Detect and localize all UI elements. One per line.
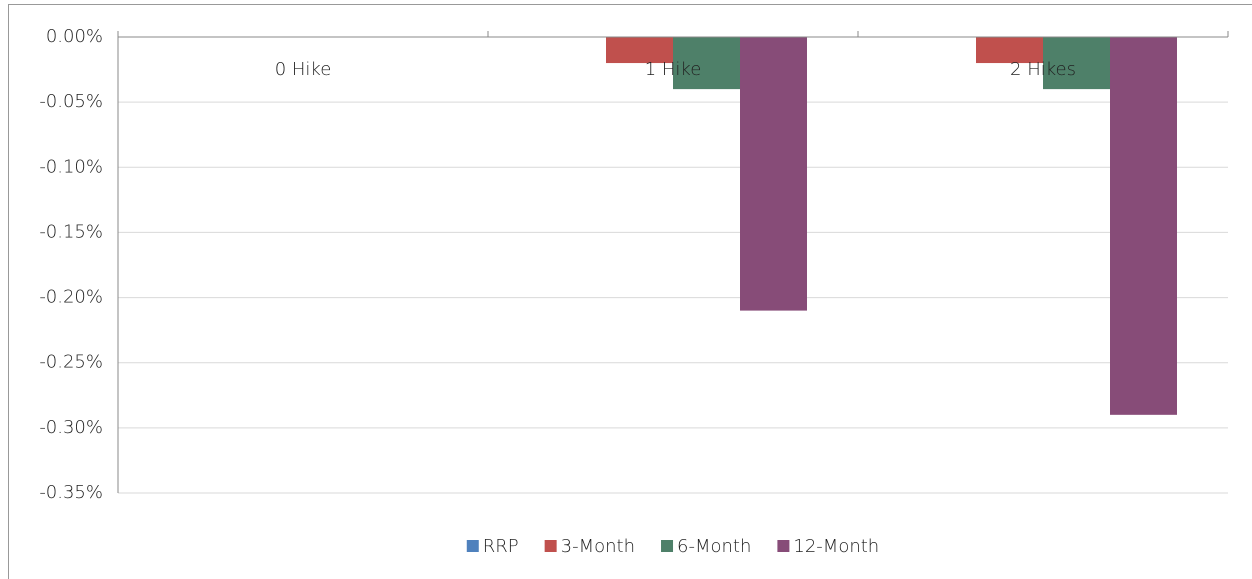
y-tick-label: -0.30%: [39, 417, 103, 438]
y-tick-label: -0.20%: [39, 287, 103, 308]
legend-swatch: [466, 540, 479, 552]
y-tick-label: -0.25%: [39, 352, 103, 373]
y-tick-label: -0.05%: [39, 91, 103, 112]
bar: [673, 37, 740, 90]
y-tick-label: 0.00%: [46, 26, 103, 47]
y-tick-label: -0.10%: [39, 156, 103, 177]
bar: [1110, 37, 1177, 415]
legend-label: 12-Month: [793, 536, 879, 557]
legend-swatch: [544, 540, 557, 552]
bar: [1043, 37, 1110, 90]
x-tick-label: 1 Hike: [645, 59, 702, 80]
x-tick-label: 2 Hikes: [1010, 59, 1076, 80]
bar: [606, 37, 673, 64]
bar: [976, 37, 1043, 64]
legend-swatch: [661, 540, 674, 552]
bar: [740, 37, 807, 311]
legend-label: RRP: [483, 536, 519, 557]
y-tick-label: -0.35%: [39, 482, 103, 503]
legend-label: 3-Month: [561, 536, 635, 557]
chart-border: [8, 4, 1252, 579]
x-tick-label: 0 Hike: [275, 59, 332, 80]
legend-swatch: [777, 540, 790, 552]
y-tick-label: -0.15%: [39, 221, 103, 242]
legend-label: 6-Month: [677, 536, 751, 557]
